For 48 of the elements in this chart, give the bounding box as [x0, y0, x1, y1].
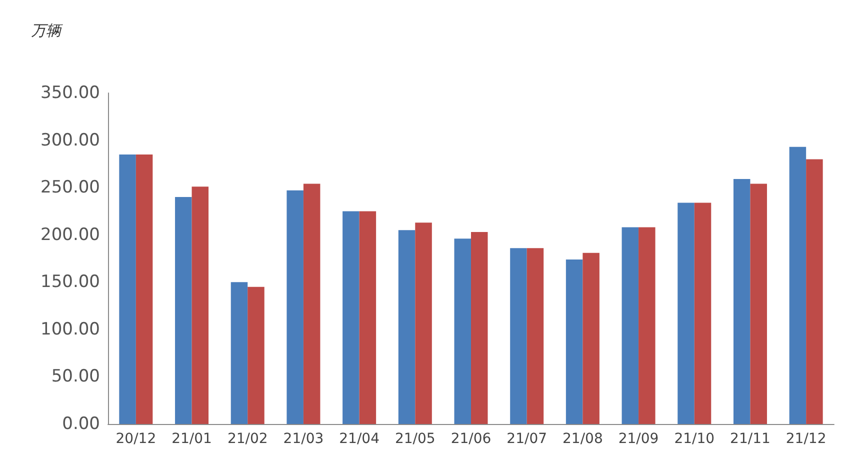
y-tick-label: 100.00	[40, 319, 100, 340]
x-tick-label: 21/05	[394, 431, 436, 447]
bar	[582, 252, 600, 424]
bar	[398, 230, 416, 424]
y-tick-label: 150.00	[40, 272, 100, 292]
bar	[303, 184, 320, 424]
x-tick-label: 21/02	[227, 431, 268, 447]
y-tick-label: 300.00	[40, 130, 100, 150]
y-axis-title: 万辆	[31, 22, 63, 40]
bar	[806, 159, 823, 424]
bar	[510, 248, 527, 424]
bar	[286, 190, 304, 424]
y-tick-label: 350.00	[40, 83, 100, 103]
x-tick-label: 21/01	[172, 431, 212, 447]
bar	[415, 222, 432, 424]
x-tick-label: 21/12	[786, 431, 826, 447]
y-tick-label: 200.00	[40, 224, 100, 245]
x-tick-label: 20/12	[116, 431, 156, 447]
bar	[638, 227, 656, 424]
bar	[733, 179, 750, 424]
bar	[566, 259, 583, 424]
x-tick-label: 21/11	[730, 431, 770, 447]
x-tick-label: 21/08	[562, 431, 603, 447]
bar	[694, 202, 712, 424]
bar	[192, 186, 209, 424]
bar	[342, 211, 360, 424]
bar	[622, 227, 639, 424]
bar	[359, 211, 376, 424]
bar	[136, 154, 153, 424]
bar	[678, 202, 694, 424]
bar	[175, 197, 192, 424]
x-tick-label: 21/04	[339, 431, 380, 447]
x-tick-label: 21/09	[618, 431, 659, 447]
bar	[119, 154, 136, 424]
bar	[230, 282, 248, 424]
bar	[789, 146, 806, 424]
bar	[471, 232, 488, 424]
bar	[750, 184, 767, 424]
y-tick-label: 250.00	[40, 178, 100, 198]
y-tick-label: 0.00	[62, 414, 100, 434]
x-tick-label: 21/10	[674, 431, 715, 447]
bar	[454, 238, 471, 424]
bar	[526, 248, 544, 424]
x-tick-label: 21/06	[450, 431, 492, 447]
bar	[248, 286, 264, 424]
y-tick-label: 50.00	[51, 366, 100, 387]
x-tick-label: 21/07	[506, 431, 548, 447]
x-tick-label: 21/03	[283, 431, 324, 447]
